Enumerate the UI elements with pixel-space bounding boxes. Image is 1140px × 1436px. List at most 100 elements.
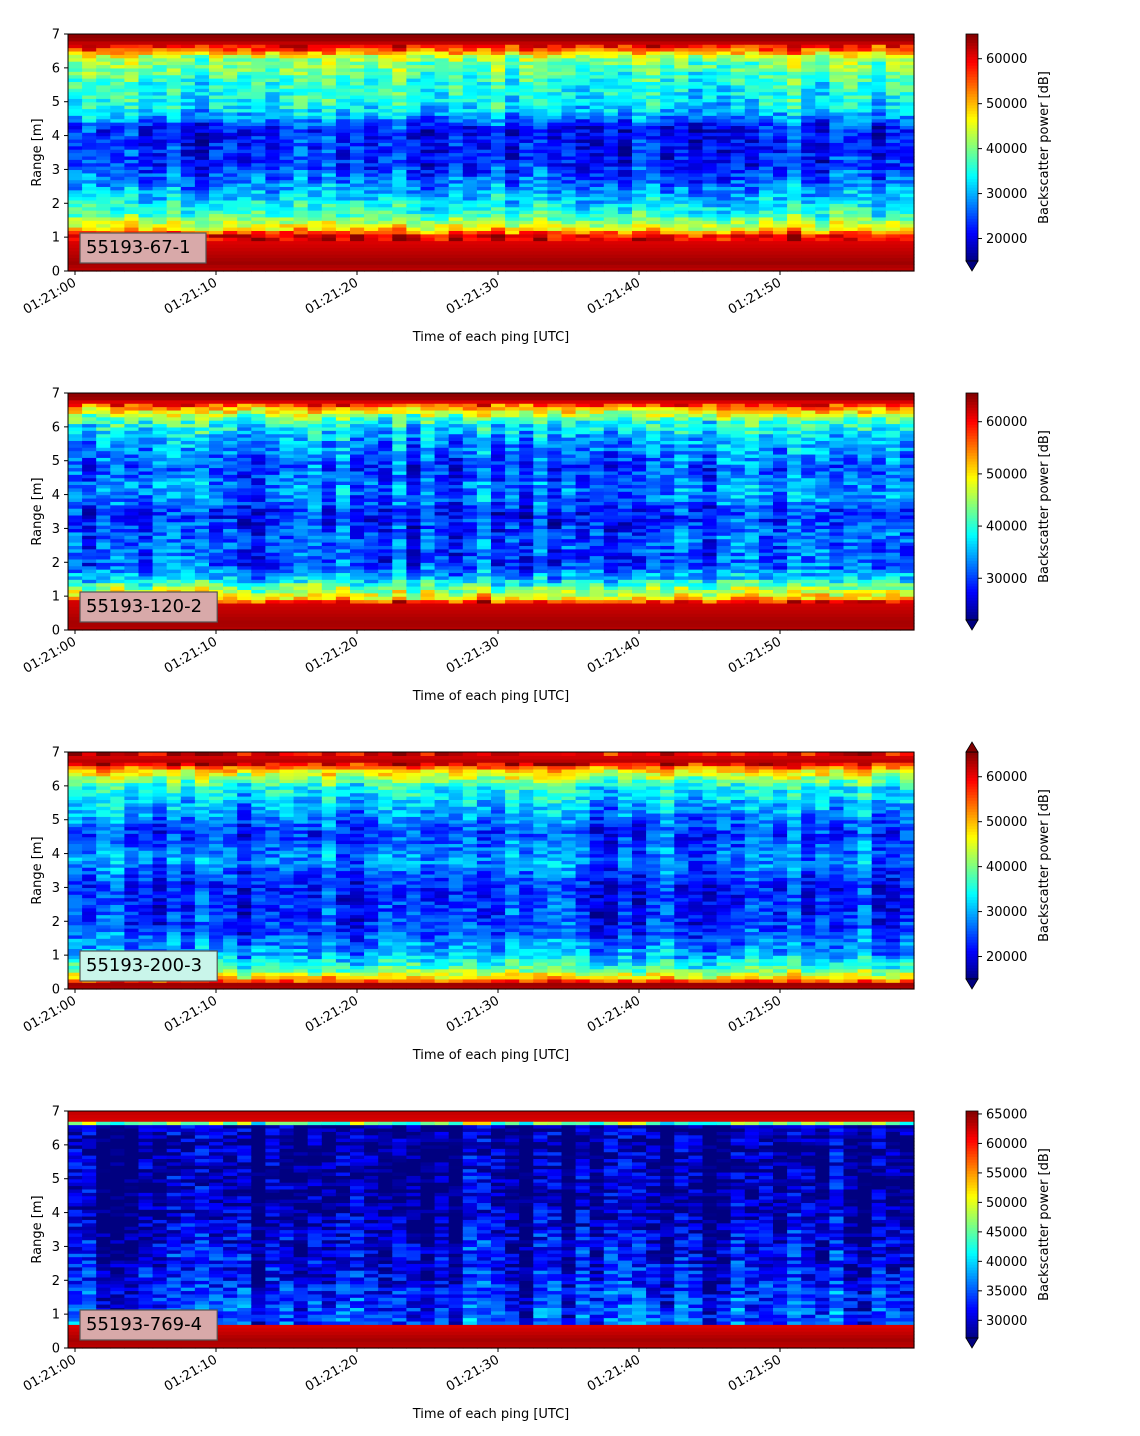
heatmap-cell: [617, 71, 633, 76]
heatmap-cell: [885, 128, 901, 133]
heatmap-cell: [688, 237, 704, 242]
heatmap-cell: [491, 94, 506, 99]
heatmap-cell: [124, 585, 140, 590]
heatmap-cell: [335, 91, 351, 96]
heatmap-cell: [82, 579, 97, 584]
heatmap-cell: [462, 223, 478, 228]
heatmap-cell: [321, 199, 337, 204]
heatmap-cell: [96, 125, 111, 130]
heatmap-cell: [843, 142, 859, 147]
heatmap-cell: [857, 91, 873, 96]
heatmap-cell: [533, 199, 548, 204]
heatmap-cell: [364, 199, 379, 204]
heatmap-cell: [166, 396, 182, 401]
heatmap-cell: [364, 142, 379, 147]
heatmap-cell: [547, 223, 563, 228]
heatmap-cell: [335, 240, 351, 245]
heatmap-cell: [871, 182, 887, 187]
heatmap-cell: [209, 54, 224, 59]
heatmap-cell: [223, 169, 238, 174]
heatmap-cell: [491, 74, 506, 79]
heatmap-cell: [547, 132, 563, 137]
heatmap-cell: [166, 440, 182, 445]
heatmap-cell: [646, 118, 661, 123]
heatmap-cell: [815, 199, 830, 204]
heatmap-cell: [603, 138, 619, 143]
heatmap-cell: [194, 125, 210, 130]
heatmap-cell: [829, 152, 845, 157]
heatmap-cell: [82, 98, 97, 103]
heatmap-cell: [646, 105, 661, 110]
heatmap-cell: [491, 230, 506, 235]
heatmap-cell: [420, 230, 436, 235]
heatmap-cell: [279, 50, 295, 55]
heatmap-cell: [617, 226, 633, 231]
heatmap-cell: [899, 128, 915, 133]
heatmap-cell: [885, 88, 901, 93]
heatmap-cell: [702, 240, 718, 245]
heatmap-cell: [152, 579, 168, 584]
heatmap-cell: [110, 149, 125, 154]
heatmap-cell: [660, 166, 675, 171]
heatmap-cell: [688, 199, 704, 204]
heatmap-cell: [124, 521, 140, 526]
heatmap-cell: [843, 152, 859, 157]
heatmap-cell: [716, 243, 732, 248]
heatmap-cell: [68, 447, 83, 452]
heatmap-cell: [660, 67, 675, 72]
heatmap-cell: [491, 243, 506, 248]
heatmap-cell: [646, 108, 661, 113]
heatmap-cell: [857, 108, 873, 113]
heatmap-cell: [801, 50, 816, 55]
heatmap-cell: [237, 230, 252, 235]
heatmap-cell: [744, 206, 760, 211]
heatmap-cell: [307, 37, 323, 42]
heatmap-cell: [68, 145, 83, 150]
heatmap-cell: [758, 47, 774, 52]
heatmap-cell: [773, 189, 788, 194]
heatmap-cell: [787, 230, 802, 235]
heatmap-cell: [716, 98, 732, 103]
heatmap-cell: [547, 149, 563, 154]
heatmap-cell: [561, 115, 577, 120]
heatmap-cell: [265, 243, 281, 248]
heatmap-cell: [209, 582, 224, 587]
heatmap-cell: [899, 64, 915, 69]
heatmap-cell: [293, 206, 309, 211]
heatmap-cell: [533, 132, 548, 137]
heatmap-cell: [730, 37, 746, 42]
heatmap-cell: [138, 162, 154, 167]
heatmap-cell: [547, 264, 563, 269]
heatmap-cell: [773, 91, 788, 96]
heatmap-cell: [829, 196, 845, 201]
heatmap-cell: [180, 196, 196, 201]
heatmap-cell: [589, 166, 605, 171]
heatmap-cell: [124, 514, 140, 519]
heatmap-cell: [448, 213, 464, 218]
heatmap-cell: [378, 243, 393, 248]
heatmap-cell: [110, 494, 125, 499]
heatmap-cell: [787, 186, 802, 191]
heatmap-cell: [547, 176, 563, 181]
heatmap-cell: [434, 128, 450, 133]
heatmap-cell: [547, 250, 563, 255]
heatmap-cell: [223, 247, 238, 252]
heatmap-cell: [476, 74, 492, 79]
heatmap-cell: [674, 88, 689, 93]
heatmap-cell: [787, 203, 802, 208]
heatmap-cell: [744, 149, 760, 154]
heatmap-cell: [335, 145, 351, 150]
heatmap-cell: [674, 182, 689, 187]
heatmap-cell: [899, 108, 915, 113]
heatmap-cell: [152, 118, 168, 123]
heatmap-cell: [350, 260, 365, 265]
heatmap-cell: [96, 521, 111, 526]
heatmap-cell: [448, 145, 464, 150]
heatmap-cell: [124, 396, 140, 401]
heatmap-cell: [646, 40, 661, 45]
heatmap-cell: [307, 47, 323, 52]
heatmap-cell: [209, 474, 224, 479]
heatmap-cell: [209, 152, 224, 157]
heatmap-cell: [660, 223, 675, 228]
heatmap-cell: [265, 128, 281, 133]
